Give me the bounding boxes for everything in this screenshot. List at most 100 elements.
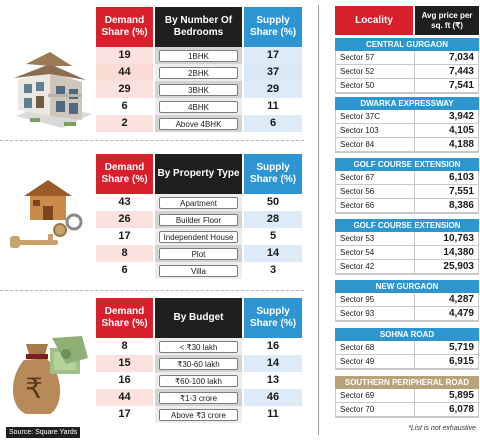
list-item: Sector 50 7,541 (336, 79, 478, 93)
list-item: Sector 49 6,915 (336, 355, 478, 369)
region-central-gurgaon: CENTRAL GURGAON Sector 57 7,034 Sector 52… (335, 38, 479, 94)
table-row: 16 ₹60-100 lakh 13 (96, 372, 302, 389)
table-row: 8 Plot 14 (96, 245, 302, 262)
supply-value: 14 (244, 245, 302, 262)
sector-price: 4,287 (448, 294, 474, 305)
demand-value: 44 (96, 64, 153, 81)
list-item: Sector 84 4,188 (336, 138, 478, 152)
table-row: 19 1BHK 17 (96, 47, 302, 64)
sector-name: Sector 70 (340, 405, 375, 414)
supply-value: 5 (244, 228, 302, 245)
section-divider (0, 290, 304, 291)
supply-value: 46 (244, 389, 302, 406)
supply-value: 13 (244, 372, 302, 389)
list-item: Sector 68 5,719 (336, 341, 478, 355)
category-label: 3BHK (159, 84, 238, 96)
demand-share-header: Demand Share (%) (96, 7, 153, 47)
property-type-header: By Property Type (155, 154, 242, 194)
region-title: SOHNA ROAD (335, 328, 479, 341)
sector-name: Sector 93 (340, 309, 375, 318)
sector-price: 14,380 (443, 247, 474, 258)
category-label: 4BHK (159, 101, 238, 113)
region-dwarka-expressway: DWARKA EXPRESSWAY Sector 37C 3,942 Sector… (335, 97, 479, 153)
region-title: NEW GURGAON (335, 280, 479, 293)
supply-value: 28 (244, 211, 302, 228)
sector-price: 5,895 (448, 390, 474, 401)
sector-price: 5,719 (448, 342, 474, 353)
supply-value: 14 (244, 355, 302, 372)
sector-price: 7,551 (448, 186, 474, 197)
sector-name: Sector 50 (340, 81, 375, 90)
sector-name: Sector 52 (340, 67, 375, 76)
supply-value: 11 (244, 406, 302, 423)
list-item: Sector 95 4,287 (336, 293, 478, 307)
region-title: DWARKA EXPRESSWAY (335, 97, 479, 110)
region-title: CENTRAL GURGAON (335, 38, 479, 51)
category-label: Independent House (159, 231, 238, 243)
list-item: Sector 103 4,105 (336, 124, 478, 138)
budget-header: By Budget (155, 298, 242, 338)
supply-share-header: Supply Share (%) (244, 154, 302, 194)
supply-value: 50 (244, 194, 302, 211)
supply-value: 17 (244, 47, 302, 64)
demand-value: 44 (96, 389, 153, 406)
supply-share-header: Supply Share (%) (244, 298, 302, 338)
list-item: Sector 56 7,551 (336, 185, 478, 199)
sector-price: 3,942 (448, 111, 474, 122)
table-row: 2 Above 4BHK 6 (96, 115, 302, 132)
footnote: *List is not exhaustive (408, 425, 476, 432)
demand-value: 8 (96, 245, 153, 262)
house-illustration (14, 52, 92, 128)
list-item: Sector 54 14,380 (336, 246, 478, 260)
demand-value: 2 (96, 115, 153, 132)
category-label: 2BHK (159, 67, 238, 79)
locality-table-header: Locality Avg price per sq. ft (₹) (335, 6, 479, 35)
sector-price: 4,188 (448, 139, 474, 150)
supply-value: 16 (244, 338, 302, 355)
supply-share-header: Supply Share (%) (244, 7, 302, 47)
demand-value: 19 (96, 47, 153, 64)
table-row: 6 Villa 3 (96, 262, 302, 279)
table-row: 15 ₹30-60 lakh 14 (96, 355, 302, 372)
category-label: ₹30-60 lakh (159, 358, 238, 370)
sector-price: 6,915 (448, 356, 474, 367)
category-label: Above 4BHK (159, 118, 238, 130)
bedrooms-table: Demand Share (%) By Number Of Bedrooms S… (96, 7, 302, 132)
list-item: Sector 37C 3,942 (336, 110, 478, 124)
list-item: Sector 52 7,443 (336, 65, 478, 79)
sector-price: 7,443 (448, 66, 474, 77)
sector-name: Sector 103 (340, 126, 379, 135)
list-item: Sector 70 6,078 (336, 403, 478, 417)
category-label: Above ₹3 crore (159, 409, 238, 421)
supply-value: 29 (244, 81, 302, 98)
house-key-illustration (10, 180, 83, 248)
list-item: Sector 67 6,103 (336, 171, 478, 185)
avg-price-header: Avg price per sq. ft (₹) (415, 6, 479, 35)
sector-price: 4,479 (448, 308, 474, 319)
supply-value: 37 (244, 64, 302, 81)
demand-value: 29 (96, 81, 153, 98)
demand-share-header: Demand Share (%) (96, 154, 153, 194)
sector-name: Sector 42 (340, 262, 375, 271)
sector-price: 25,903 (443, 261, 474, 272)
demand-value: 6 (96, 98, 153, 115)
region-southern-peripheral-road: SOUTHERN PERIPHERAL ROAD Sector 69 5,895 … (335, 376, 479, 418)
demand-value: 6 (96, 262, 153, 279)
sector-price: 4,105 (448, 125, 474, 136)
demand-value: 17 (96, 228, 153, 245)
region-sohna-road: SOHNA ROAD Sector 68 5,719 Sector 49 6,915 (335, 328, 479, 370)
list-item: Sector 69 5,895 (336, 389, 478, 403)
demand-value: 17 (96, 406, 153, 423)
budget-table: Demand Share (%) By Budget Supply Share … (96, 298, 302, 423)
table-row: 6 4BHK 11 (96, 98, 302, 115)
demand-value: 26 (96, 211, 153, 228)
table-row: 17 Independent House 5 (96, 228, 302, 245)
demand-value: 16 (96, 372, 153, 389)
category-label: Builder Floor (159, 214, 238, 226)
source-credit: Source: Square Yards (6, 427, 81, 438)
list-item: Sector 53 10,763 (336, 232, 478, 246)
table-row: 8 < ₹30 lakh 16 (96, 338, 302, 355)
sector-name: Sector 49 (340, 357, 375, 366)
list-item: Sector 42 25,903 (336, 260, 478, 274)
region-title: GOLF COURSE EXTENSION (335, 219, 479, 232)
